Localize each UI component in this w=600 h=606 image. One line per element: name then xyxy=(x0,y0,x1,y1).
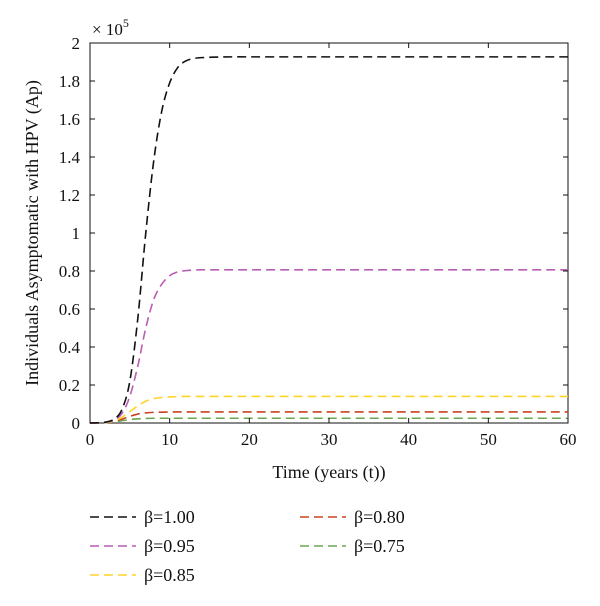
y-tick-label: 0.2 xyxy=(59,376,80,395)
y-tick-label: 0.4 xyxy=(59,338,81,357)
series-line xyxy=(89,411,568,424)
legend-item: β=1.00 xyxy=(90,507,195,527)
y-multiplier-exponent: 5 xyxy=(123,16,129,30)
y-tick-label: 1 xyxy=(72,224,81,243)
legend-label: β=0.95 xyxy=(144,536,195,556)
x-tick-label: 20 xyxy=(241,430,258,449)
series-line xyxy=(89,56,568,424)
y-tick-label: 0 xyxy=(72,414,81,433)
legend-item: β=0.85 xyxy=(90,565,195,585)
x-tick-label: 50 xyxy=(480,430,497,449)
y-axis-label: Individuals Asymptomatic with HPV (Ap) xyxy=(22,80,43,386)
legend-item: β=0.75 xyxy=(300,536,405,556)
x-tick-label: 60 xyxy=(560,430,577,449)
x-axis-label: Time (years (t)) xyxy=(272,462,385,483)
legend-item: β=0.80 xyxy=(300,507,405,527)
series-line xyxy=(89,395,568,424)
legend-item: β=0.95 xyxy=(90,536,195,556)
y-tick-label: 1.2 xyxy=(59,186,80,205)
series-lines xyxy=(89,56,568,424)
y-tick-label: 1.8 xyxy=(59,72,80,91)
y-axis: 0 0.2 0.4 0.6 0.8 1 1.2 1.4 1.6 1.8 2 xyxy=(59,34,568,433)
x-axis: 0 10 20 30 40 50 60 xyxy=(86,43,577,449)
y-tick-label: 1.6 xyxy=(59,110,80,129)
y-axis-multiplier: × 105 xyxy=(92,16,129,39)
y-tick-label: 0.8 xyxy=(59,262,80,281)
plot-frame xyxy=(89,42,569,424)
legend-label: β=0.75 xyxy=(354,536,405,556)
x-tick-label: 40 xyxy=(400,430,417,449)
y-multiplier-base: × 10 xyxy=(92,20,123,39)
y-tick-label: 1.4 xyxy=(59,148,81,167)
y-tick-label: 2 xyxy=(72,34,81,53)
y-tick-label: 0.6 xyxy=(59,300,80,319)
series-line xyxy=(89,269,568,424)
x-tick-label: 10 xyxy=(161,430,178,449)
legend-label: β=0.80 xyxy=(354,507,405,527)
x-tick-label: 0 xyxy=(86,430,95,449)
x-tick-label: 30 xyxy=(321,430,338,449)
series-line xyxy=(89,417,568,424)
legend-label: β=1.00 xyxy=(144,507,195,527)
plot-area xyxy=(89,42,569,424)
legend-label: β=0.85 xyxy=(144,565,195,585)
legend: β=1.00 β=0.95 β=0.85 β=0.80 β=0.75 xyxy=(90,507,405,585)
